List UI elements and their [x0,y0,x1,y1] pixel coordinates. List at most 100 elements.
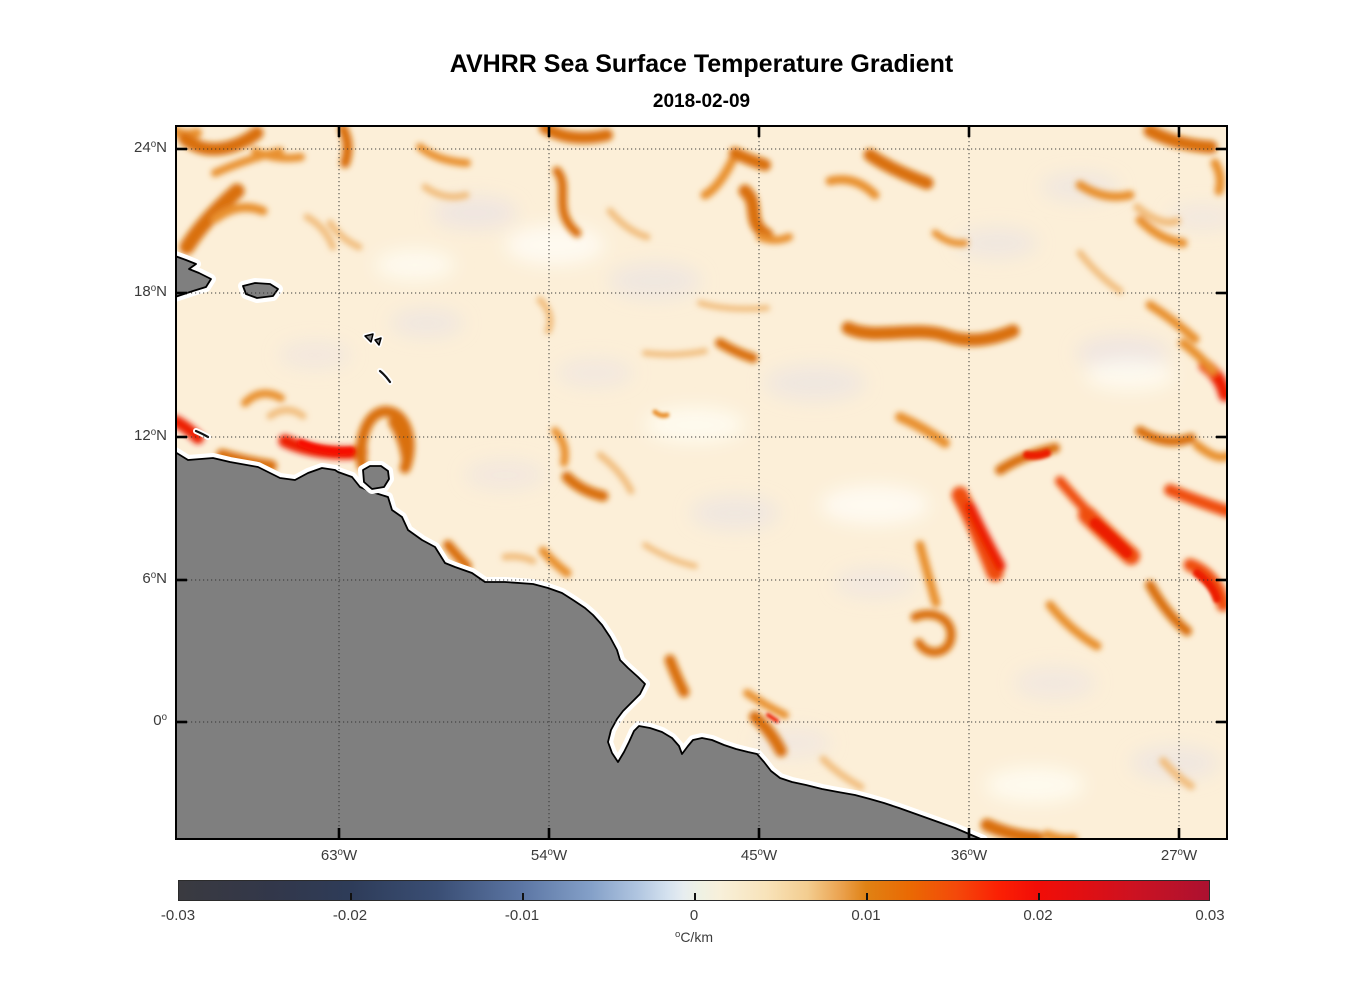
sst-front-filament [895,412,950,448]
sst-front-filament [501,553,537,565]
colorbar-tick-mark [694,893,696,900]
sst-front-filament [210,202,268,224]
latitude-tick-label: 18oN [134,282,167,300]
latitude-tick-label: 24oN [134,138,167,156]
plot-box-border [175,125,1228,840]
sst-front-filament [538,546,572,578]
mottle-patch [1169,204,1228,230]
mottle-patch [609,263,701,299]
latitude-tick-label: 12oN [134,426,167,444]
sst-front-filament [766,713,779,723]
island-puerto-rico [175,255,212,298]
sst-front-filament [551,427,569,467]
plot-title: AVHRR Sea Surface Temperature Gradient [449,50,954,78]
colorbar-tick-label: 0.02 [1023,907,1053,924]
sst-front-filament [1145,300,1200,344]
colorbar-tick-label: -0.02 [332,907,368,924]
sst-front-filament [1145,580,1192,636]
colorbar-tick-mark [1037,893,1040,900]
sst-front-filament [652,409,670,419]
sst-front-filament [1133,203,1181,227]
sst-front-filament [251,147,305,163]
islet-bonaire [194,429,210,439]
sst-front-filament [211,147,284,177]
mottle-patch [279,341,351,369]
sst-front-filament [561,471,609,502]
axis-tick-marks [175,125,1228,840]
sst-front-filament [266,406,307,420]
sst-front-filament [1045,600,1102,651]
mainland-south-america [175,451,984,840]
mottle-patch [465,460,545,490]
sst-front-filament [697,300,770,312]
sst-front-filament [1210,158,1225,196]
longitude-tick-label: 63oW [320,846,358,864]
sst-front-filament [1178,338,1218,376]
sst-front-filament [931,229,969,247]
sst-front-filament [297,439,355,455]
colorbar-tick-label: 0.03 [1195,907,1225,924]
mottle-patch [433,197,517,229]
sst-front-filament [863,148,934,190]
sst-front-filament [303,213,337,251]
sst-front-filament [756,233,793,244]
sst-front-filament [1192,440,1228,462]
sst-front-hotspot-cores [297,409,1221,723]
sst-front-filament [421,183,470,201]
colorbar-tick-label: 0 [689,907,699,924]
sst-front-filament [910,609,956,657]
latitude-tick-label: 6oN [142,569,167,587]
sst-front-filament [1075,180,1135,202]
sst-front-filament [964,501,1006,572]
sst-front-filament [642,542,698,569]
sst-front-filament [738,184,774,242]
mottle-patch [505,225,605,265]
sst-front-filament [388,417,412,469]
sst-front-filament [179,183,245,255]
mottle-patch [1131,746,1219,780]
sst-front-filament [841,321,1020,347]
sst-front-filament [443,540,472,571]
colorbar-tick-label: -0.01 [504,907,540,924]
sst-front-filament [729,147,771,171]
colorbar-tick-mark [521,893,524,900]
mottle-patch [645,407,745,443]
colorbar [178,880,1210,901]
mottle-patch [557,359,633,387]
mottle-patch [820,485,930,525]
sst-gradient-map [175,125,1228,840]
longitude-tick-label: 54oW [530,846,568,864]
sst-front-filament [1193,569,1221,603]
latitude-tick-label: 0o [153,711,167,729]
longitude-tick-label: 27oW [1160,846,1198,864]
mottle-patch [835,568,915,598]
colorbar-tick-label: 0.01 [851,907,881,924]
sst-front-filament [700,150,740,200]
sst-front-filament [1090,518,1132,558]
plot-date-subtitle: 2018-02-09 [652,91,751,112]
islet-martinique [378,369,392,384]
islet-guadeloupe [364,333,382,346]
mottle-patch [765,365,865,401]
sst-front-filament [664,654,690,698]
sst-front-filament [1164,484,1228,517]
map-plot-area: 24oN 18oN 12oN 6oN 0o 63oW 54oW 45oW 36oW 27oW [134,125,1228,864]
sst-front-filament [980,818,1044,840]
sst-front-filament [416,143,471,167]
sst-front-filament [825,175,880,200]
sst-front-filament [1076,249,1124,295]
sst-front-filament [338,125,353,168]
colorbar-tick-label: -0.03 [160,907,196,924]
sst-front-filament [642,348,708,358]
colorbar-unit-label: oC/km [675,929,713,945]
sst-front-filament [715,338,758,363]
sst-front-filament [743,689,789,719]
mottle-patch [1015,667,1095,699]
sst-front-filament [536,296,554,335]
sst-front-filament [1023,449,1051,460]
sst-front-filament [1135,426,1196,447]
sst-front-filament [749,711,787,757]
mottle-patch [1085,359,1175,391]
mottle-patch [391,309,463,337]
